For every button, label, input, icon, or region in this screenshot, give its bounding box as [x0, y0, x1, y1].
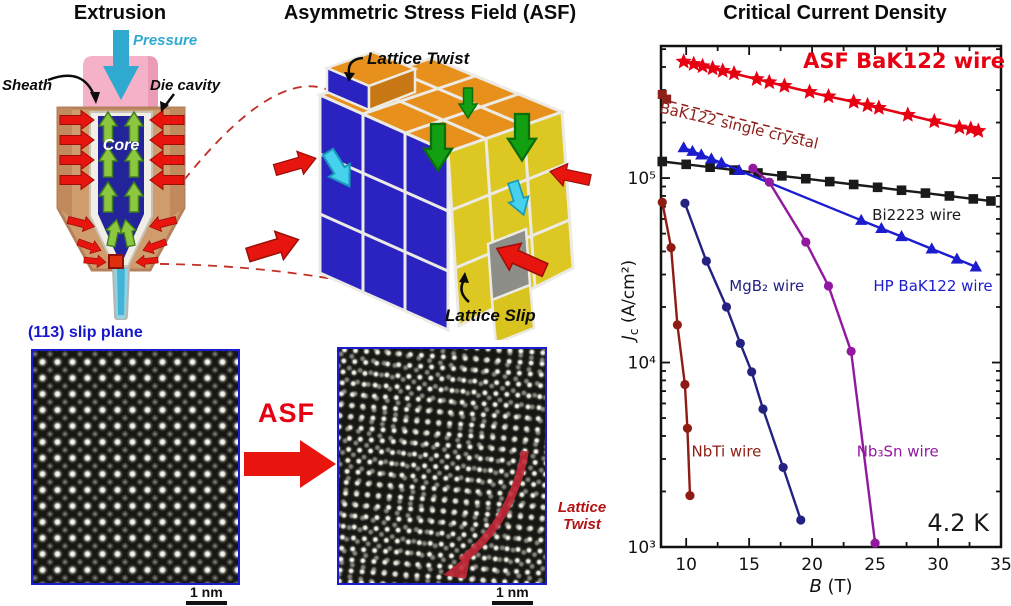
lattice-twist-pointer-head: [344, 72, 355, 82]
plot-frame: [659, 44, 1003, 549]
sheath-label: Sheath: [2, 77, 52, 94]
series-markers-0: [675, 53, 987, 138]
series-markers-1: [657, 89, 672, 104]
twist-block-right: [367, 67, 417, 112]
asf-cube-diagram: Lattice Twist Lattice Slip: [245, 49, 592, 340]
lattice-slip-pointer-head: [459, 272, 469, 283]
series-line-6: [661, 201, 692, 496]
series-markers-3: [657, 156, 996, 206]
y-axis-label: Jc (A/cm²): [620, 260, 641, 343]
chart-annotation: Bi2223 wire: [872, 206, 961, 224]
chart-annotation: MgB₂ wire: [729, 277, 804, 295]
series-markers-4: [677, 141, 982, 272]
shear-arrows: [321, 147, 530, 217]
lattice-slip-label: Lattice Slip: [445, 306, 536, 325]
x-tick-label: 10: [675, 555, 697, 575]
extrusion-panel-title: Extrusion: [73, 2, 167, 24]
pressure-label: Pressure: [133, 32, 197, 49]
chart-annotation: 4.2 K: [927, 509, 990, 537]
chart-annotation: Nb₃Sn wire: [857, 442, 939, 460]
dashed-line-upper: [127, 85, 332, 259]
series-markers-6: [657, 197, 695, 501]
lateral-stress-arrows: [245, 150, 592, 278]
curved-twist-arrow-head: [443, 553, 471, 579]
asf-transform-label: ASF: [258, 398, 315, 428]
x-tick-label: 35: [990, 555, 1011, 575]
chart-annotation: ASF BaK122 wire: [803, 49, 1005, 73]
right-arrow-icon: [244, 440, 336, 488]
slip-plane-title: (113) slip plane: [28, 324, 143, 341]
series-line-5: [683, 202, 802, 521]
x-tick-label: 20: [801, 555, 823, 575]
series-markers-5: [680, 198, 806, 525]
sheath-pointer-head: [90, 92, 100, 104]
zoom-source-marker: [108, 254, 124, 269]
x-tick-label: 15: [738, 555, 760, 575]
x-tick-label: 30: [927, 555, 949, 575]
lattice-twist-pointer: [347, 56, 364, 75]
chart-annotation: NbTi wire: [692, 442, 762, 460]
y-tick-label: 10⁴: [628, 354, 657, 374]
lattice-twist-arrow-overlay: [443, 450, 529, 579]
series-line-2: [669, 100, 810, 138]
die-cavity-pointer-head: [160, 101, 169, 112]
compression-arrows: [59, 109, 185, 269]
x-tick-label: 25: [864, 555, 886, 575]
curved-twist-arrow: [458, 450, 529, 565]
y-tick-label: 10⁵: [628, 169, 656, 189]
vertical-stress-arrows: [421, 87, 539, 173]
core-flow-arrows: [97, 110, 145, 248]
axis-ticks: [661, 46, 1002, 548]
series-markers-7: [748, 163, 880, 548]
scale-bar-right: 1 nm: [492, 584, 533, 605]
tem-image-after: [337, 347, 547, 585]
asf-transform-arrow: [244, 440, 336, 488]
lattice-twist-label: Lattice Twist: [367, 49, 471, 68]
die-cavity-label: Die cavity: [150, 77, 221, 94]
asf-panel-title: Asymmetric Stress Field (ASF): [283, 2, 577, 24]
tem-image-before: [31, 349, 240, 585]
extrusion-diagram: Pressure: [2, 30, 221, 320]
lattice-twist-annotation: Lattice Twist: [557, 499, 607, 534]
extruded-wire-core: [117, 268, 125, 315]
slip-block-yellow: [490, 283, 536, 340]
chart-annotation: HP BaK122 wire: [873, 277, 992, 295]
x-axis-label: B (T): [809, 576, 852, 597]
cube-top-grid: [356, 68, 525, 141]
chart-panel-title: Critical Current Density: [723, 2, 947, 24]
y-tick-label: 10³: [628, 538, 656, 558]
pressure-arrow: [103, 30, 139, 100]
scale-bar-left: 1 nm: [186, 584, 227, 605]
core-label: Core: [103, 137, 140, 154]
